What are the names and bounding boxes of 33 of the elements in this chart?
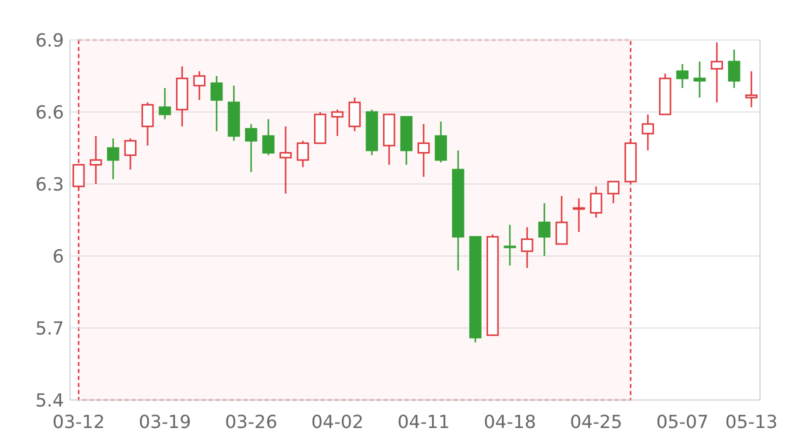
y-tick-label: 6.6 [35,102,64,124]
candlestick [193,70,206,101]
y-tick-label: 6 [52,246,64,268]
candlestick [418,123,430,178]
candlestick [452,150,464,272]
x-tick-label: 03-12 [52,412,105,433]
x-tick-label: 05-13 [725,412,778,433]
y-tick-label: 5.4 [35,390,64,412]
candlestick [210,75,223,132]
candlestick [745,70,758,108]
candlestick [107,138,120,180]
candlestick [676,63,688,89]
candlestick [90,135,102,185]
y-tick-label: 5.7 [35,318,64,340]
x-tick-label: 03-19 [138,412,192,433]
x-tick-label: 05-07 [656,412,709,433]
candlestick [280,126,292,194]
candlestick [504,224,516,266]
x-tick-label: 04-25 [570,412,622,433]
y-tick-label: 6.9 [35,30,64,52]
x-tick-label: 04-18 [484,412,536,433]
candlestick [521,226,534,269]
candlestick [176,66,188,128]
candlestick [538,202,550,257]
candlestick [710,42,723,104]
x-tick-label: 04-11 [397,412,450,433]
candlestick [572,198,585,233]
y-tick-label: 6.3 [35,174,64,196]
x-tick-label: 03-26 [224,412,278,433]
candlestick [728,48,740,89]
x-tick-label: 04-02 [311,412,364,433]
candlestick [642,114,654,152]
candlestick [694,60,706,98]
